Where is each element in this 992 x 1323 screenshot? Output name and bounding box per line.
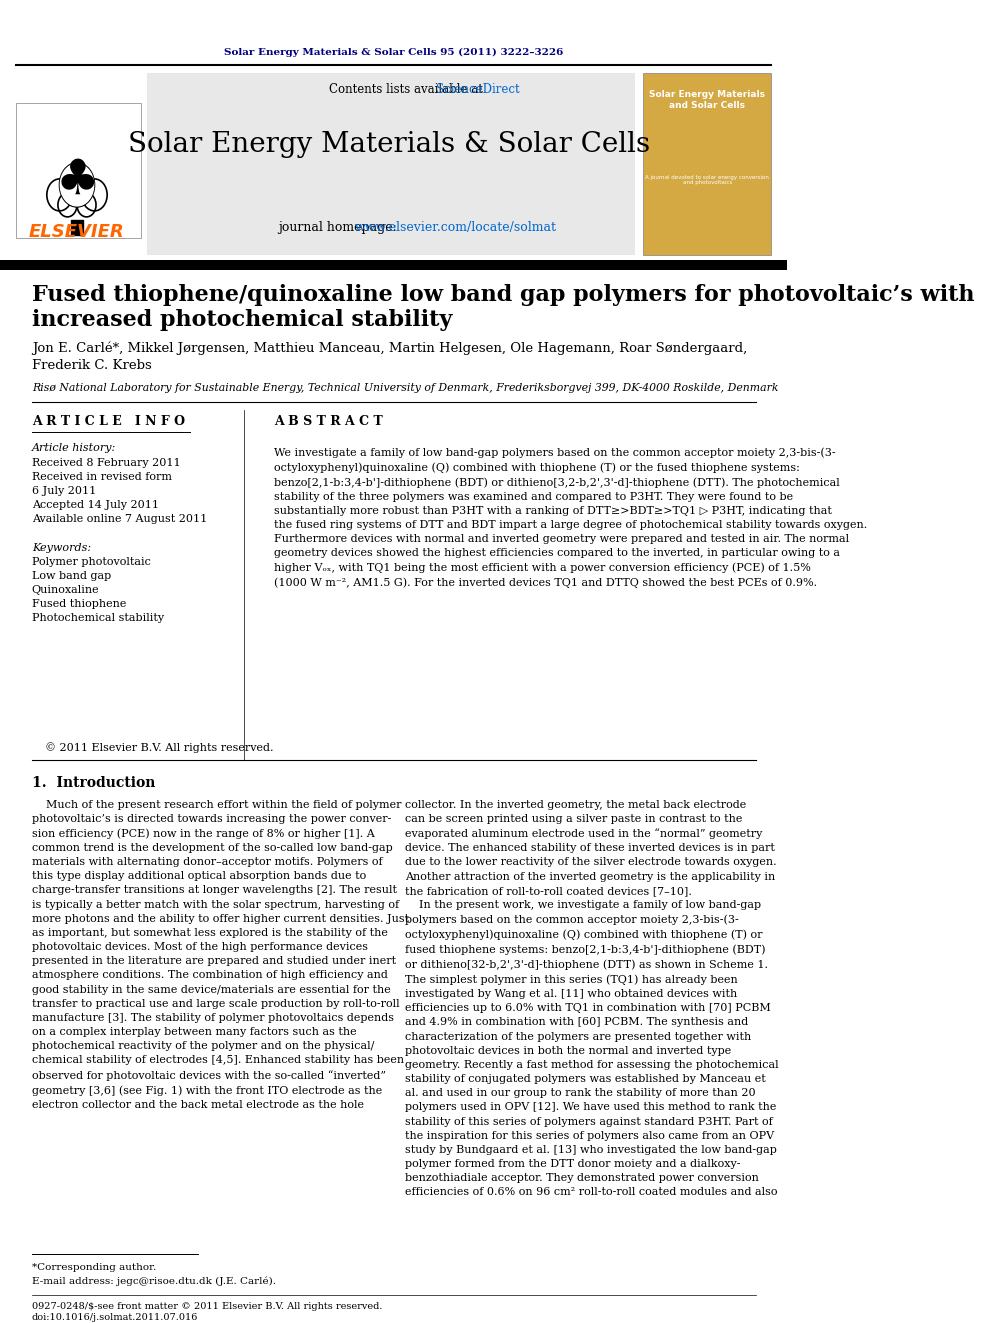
Text: Article history:: Article history: — [32, 443, 116, 452]
Text: E-mail address: jegc@risoe.dtu.dk (J.E. Carlé).: E-mail address: jegc@risoe.dtu.dk (J.E. … — [32, 1277, 276, 1286]
Text: Solar Energy Materials
and Solar Cells: Solar Energy Materials and Solar Cells — [649, 90, 765, 110]
Text: journal homepage:: journal homepage: — [278, 221, 401, 234]
Text: ♣: ♣ — [56, 156, 99, 204]
Text: ScienceDirect: ScienceDirect — [436, 83, 520, 97]
Polygon shape — [61, 164, 93, 206]
Text: Risø National Laboratory for Sustainable Energy, Technical University of Denmark: Risø National Laboratory for Sustainable… — [32, 382, 779, 393]
FancyBboxPatch shape — [147, 73, 635, 255]
Text: Fused thiophene: Fused thiophene — [32, 599, 126, 609]
Text: doi:10.1016/j.solmat.2011.07.016: doi:10.1016/j.solmat.2011.07.016 — [32, 1312, 198, 1322]
Text: Quinoxaline: Quinoxaline — [32, 585, 99, 595]
Text: © 2011 Elsevier B.V. All rights reserved.: © 2011 Elsevier B.V. All rights reserved… — [46, 742, 274, 753]
Text: Jon E. Carlé*, Mikkel Jørgensen, Matthieu Manceau, Martin Helgesen, Ole Hagemann: Jon E. Carlé*, Mikkel Jørgensen, Matthie… — [32, 341, 747, 355]
Text: 1.  Introduction: 1. Introduction — [32, 775, 155, 790]
Text: *Corresponding author.: *Corresponding author. — [32, 1263, 156, 1271]
Text: Solar Energy Materials & Solar Cells 95 (2011) 3222–3226: Solar Energy Materials & Solar Cells 95 … — [224, 48, 563, 57]
Text: Contents lists available at: Contents lists available at — [329, 83, 487, 97]
Text: Polymer photovoltaic: Polymer photovoltaic — [32, 557, 151, 566]
FancyBboxPatch shape — [0, 259, 788, 270]
Text: Received in revised form: Received in revised form — [32, 472, 172, 482]
FancyBboxPatch shape — [16, 103, 141, 238]
Text: Solar Energy Materials & Solar Cells: Solar Energy Materials & Solar Cells — [128, 131, 650, 159]
Text: 0927-0248/$-see front matter © 2011 Elsevier B.V. All rights reserved.: 0927-0248/$-see front matter © 2011 Else… — [32, 1302, 382, 1311]
Text: We investigate a family of low band-gap polymers based on the common acceptor mo: We investigate a family of low band-gap … — [274, 447, 867, 587]
Text: Much of the present research effort within the field of polymer
photovoltaic’s i: Much of the present research effort with… — [32, 799, 409, 1110]
Text: A B S T R A C T: A B S T R A C T — [274, 415, 383, 429]
Text: collector. In the inverted geometry, the metal back electrode
can be screen prin: collector. In the inverted geometry, the… — [405, 799, 779, 1197]
Text: www.elsevier.com/locate/solmat: www.elsevier.com/locate/solmat — [355, 221, 557, 234]
Text: Frederik C. Krebs: Frederik C. Krebs — [32, 360, 152, 372]
Text: ELSEVIER: ELSEVIER — [29, 222, 125, 241]
Text: Accepted 14 July 2011: Accepted 14 July 2011 — [32, 500, 159, 509]
Text: Available online 7 August 2011: Available online 7 August 2011 — [32, 513, 207, 524]
Text: Photochemical stability: Photochemical stability — [32, 613, 164, 623]
Text: Fused thiophene/quinoxaline low band gap polymers for photovoltaic’s with: Fused thiophene/quinoxaline low band gap… — [32, 284, 974, 306]
Text: 6 July 2011: 6 July 2011 — [32, 486, 96, 496]
Text: Low band gap: Low band gap — [32, 570, 111, 581]
Text: Received 8 February 2011: Received 8 February 2011 — [32, 458, 181, 468]
Text: increased photochemical stability: increased photochemical stability — [32, 308, 452, 331]
FancyBboxPatch shape — [643, 73, 772, 255]
Text: A R T I C L E   I N F O: A R T I C L E I N F O — [32, 415, 185, 429]
Text: Keywords:: Keywords: — [32, 542, 91, 553]
Text: A journal devoted to solar energy conversion
and photovoltaics: A journal devoted to solar energy conver… — [645, 175, 769, 185]
